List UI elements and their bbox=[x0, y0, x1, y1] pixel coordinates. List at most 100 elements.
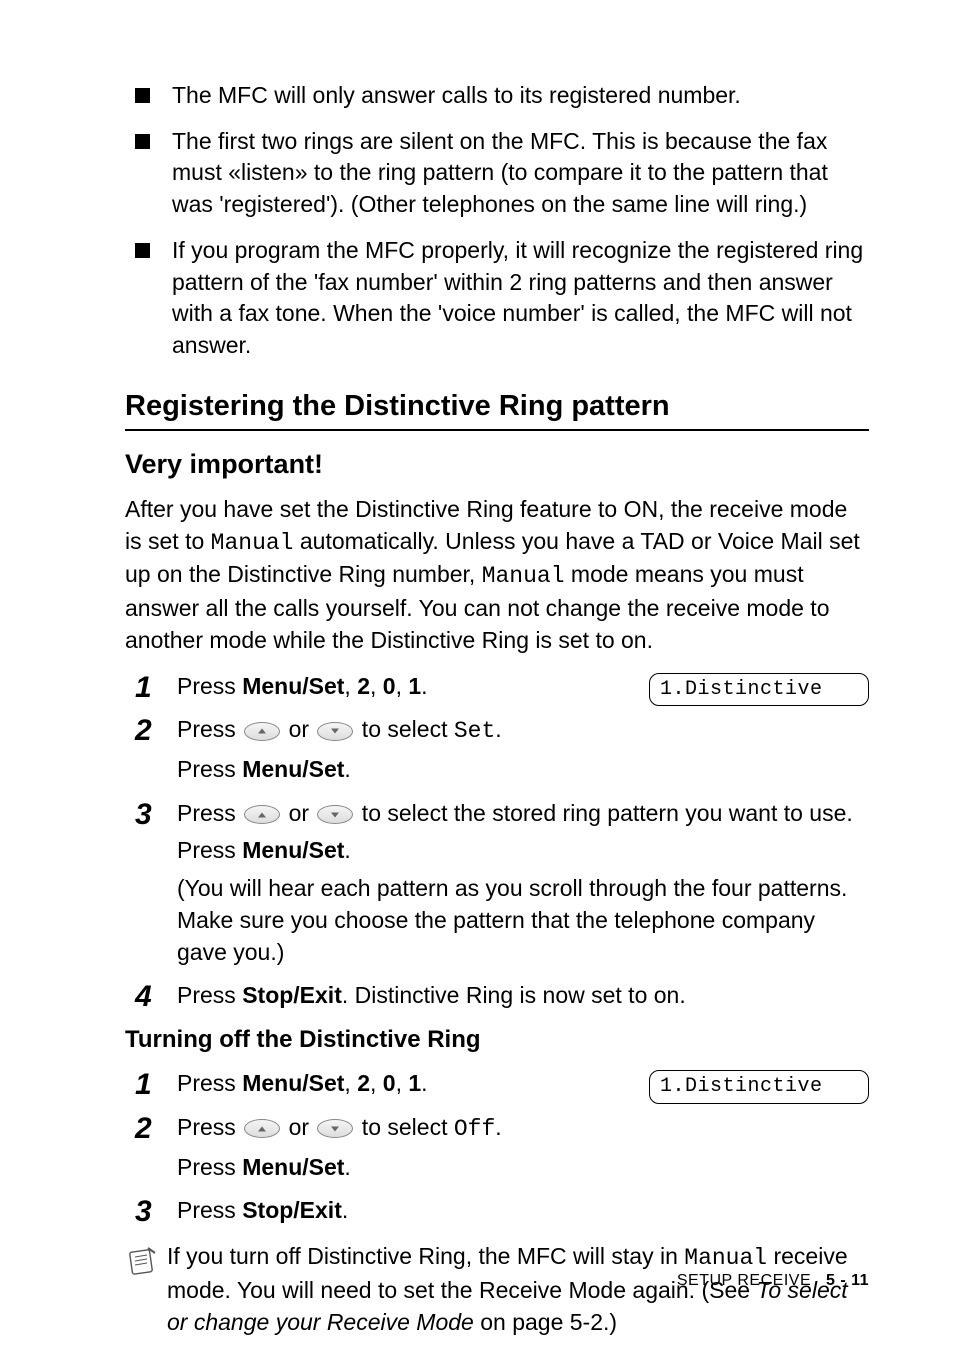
square-bullet-icon bbox=[135, 88, 150, 103]
text: Press bbox=[177, 756, 242, 782]
mono-text: Manual bbox=[482, 563, 565, 589]
footer-page: 5 - 11 bbox=[826, 1272, 869, 1289]
text: Press bbox=[177, 837, 242, 863]
down-arrow-icon bbox=[317, 722, 353, 741]
text: Press bbox=[177, 716, 242, 742]
square-bullet-icon bbox=[135, 243, 150, 258]
text: . bbox=[421, 673, 427, 699]
turning-off-title: Turning off the Distinctive Ring bbox=[125, 1026, 869, 1054]
text: , bbox=[344, 673, 357, 699]
up-arrow-icon bbox=[244, 1119, 280, 1138]
step-text: Press or to select the stored ring patte… bbox=[177, 798, 869, 830]
step: 1 Press Menu/Set, 2, 0, 1. 1.Distinctive bbox=[125, 671, 869, 709]
step-number: 2 bbox=[135, 714, 177, 747]
step: 3 Press Stop/Exit. bbox=[125, 1195, 869, 1233]
register-steps: 1 Press Menu/Set, 2, 0, 1. 1.Distinctive… bbox=[125, 671, 869, 1019]
text: to select bbox=[355, 716, 453, 742]
step-text: Press Menu/Set. bbox=[177, 1152, 869, 1184]
key-label: 2 bbox=[357, 673, 370, 699]
bullet-item: The first two rings are silent on the MF… bbox=[125, 126, 869, 221]
text: If you turn off Distinctive Ring, the MF… bbox=[167, 1243, 684, 1269]
text: . bbox=[344, 756, 350, 782]
text: . bbox=[344, 1154, 350, 1180]
key-label: 0 bbox=[383, 673, 396, 699]
square-bullet-icon bbox=[135, 134, 150, 149]
key-label: 0 bbox=[383, 1070, 396, 1096]
mono-text: Manual bbox=[684, 1245, 767, 1271]
text: . bbox=[421, 1070, 427, 1096]
step-text: Press Menu/Set, 2, 0, 1. bbox=[177, 671, 428, 703]
note-icon bbox=[125, 1243, 159, 1282]
step-text: Press Menu/Set. bbox=[177, 754, 869, 786]
step-number: 4 bbox=[135, 980, 177, 1013]
turnoff-steps: 1 Press Menu/Set, 2, 0, 1. 1.Distinctive… bbox=[125, 1068, 869, 1233]
step-text: Press or to select Off. bbox=[177, 1112, 869, 1146]
text: . bbox=[342, 1197, 348, 1223]
bullet-text: The first two rings are silent on the MF… bbox=[172, 126, 869, 221]
bullet-item: The MFC will only answer calls to its re… bbox=[125, 80, 869, 112]
step-text: Press or to select Set. bbox=[177, 714, 869, 748]
key-label: Stop/Exit bbox=[242, 1197, 342, 1223]
text: . bbox=[344, 837, 350, 863]
sub-title: Very important! bbox=[125, 449, 869, 480]
lcd-display: 1.Distinctive bbox=[649, 1070, 869, 1104]
step-text: Press Stop/Exit. Distinctive Ring is now… bbox=[177, 980, 869, 1012]
bullet-text: The MFC will only answer calls to its re… bbox=[172, 80, 869, 112]
lcd-display: 1.Distinctive bbox=[649, 673, 869, 707]
step: 1 Press Menu/Set, 2, 0, 1. 1.Distinctive bbox=[125, 1068, 869, 1106]
text: to select the stored ring pattern you wa… bbox=[355, 800, 852, 826]
text: Press bbox=[177, 1197, 242, 1223]
mono-text: Set bbox=[454, 718, 495, 744]
step: 2 Press or to select Off. Press Menu/Set… bbox=[125, 1112, 869, 1189]
text: , bbox=[396, 673, 409, 699]
up-arrow-icon bbox=[244, 805, 280, 824]
intro-bullet-list: The MFC will only answer calls to its re… bbox=[125, 80, 869, 362]
footer-section: SETUP RECEIVE bbox=[677, 1272, 811, 1289]
step-text: Press Menu/Set. bbox=[177, 835, 869, 867]
text: , bbox=[370, 673, 383, 699]
text: or bbox=[282, 716, 315, 742]
up-arrow-icon bbox=[244, 722, 280, 741]
text: . bbox=[495, 716, 501, 742]
step-number: 1 bbox=[135, 1068, 177, 1101]
text: to select bbox=[355, 1114, 453, 1140]
text: or bbox=[282, 800, 315, 826]
key-label: 1 bbox=[408, 673, 421, 699]
step-text: Press Stop/Exit. bbox=[177, 1195, 869, 1227]
text: , bbox=[396, 1070, 409, 1096]
text: Press bbox=[177, 1154, 242, 1180]
key-label: Stop/Exit bbox=[242, 982, 342, 1008]
text: , bbox=[344, 1070, 357, 1096]
key-label: Menu/Set bbox=[242, 837, 344, 863]
step-number: 2 bbox=[135, 1112, 177, 1145]
text: Press bbox=[177, 800, 242, 826]
key-label: Menu/Set bbox=[242, 1154, 344, 1180]
step-number: 1 bbox=[135, 671, 177, 704]
text: Press bbox=[177, 673, 242, 699]
step-number: 3 bbox=[135, 798, 177, 831]
text: Press bbox=[177, 1114, 242, 1140]
step: 4 Press Stop/Exit. Distinctive Ring is n… bbox=[125, 980, 869, 1018]
text: Press bbox=[177, 982, 242, 1008]
key-label: Menu/Set bbox=[242, 673, 344, 699]
mono-text: Off bbox=[454, 1116, 495, 1142]
mono-text: Manual bbox=[211, 530, 294, 556]
text: . bbox=[495, 1114, 501, 1140]
down-arrow-icon bbox=[317, 1119, 353, 1138]
step: 3 Press or to select the stored ring pat… bbox=[125, 798, 869, 975]
key-label: 2 bbox=[357, 1070, 370, 1096]
bullet-text: If you program the MFC properly, it will… bbox=[172, 235, 869, 362]
key-label: Menu/Set bbox=[242, 756, 344, 782]
key-label: 1 bbox=[408, 1070, 421, 1096]
page-footer: SETUP RECEIVE 5 - 11 bbox=[677, 1272, 869, 1290]
down-arrow-icon bbox=[317, 805, 353, 824]
section-title: Registering the Distinctive Ring pattern bbox=[125, 390, 869, 431]
intro-paragraph: After you have set the Distinctive Ring … bbox=[125, 494, 869, 657]
text: Press bbox=[177, 1070, 242, 1096]
text: , bbox=[370, 1070, 383, 1096]
step: 2 Press or to select Set. Press Menu/Set… bbox=[125, 714, 869, 791]
step-number: 3 bbox=[135, 1195, 177, 1228]
bullet-item: If you program the MFC properly, it will… bbox=[125, 235, 869, 362]
step-note: (You will hear each pattern as you scrol… bbox=[177, 873, 869, 968]
text: . Distinctive Ring is now set to on. bbox=[342, 982, 686, 1008]
